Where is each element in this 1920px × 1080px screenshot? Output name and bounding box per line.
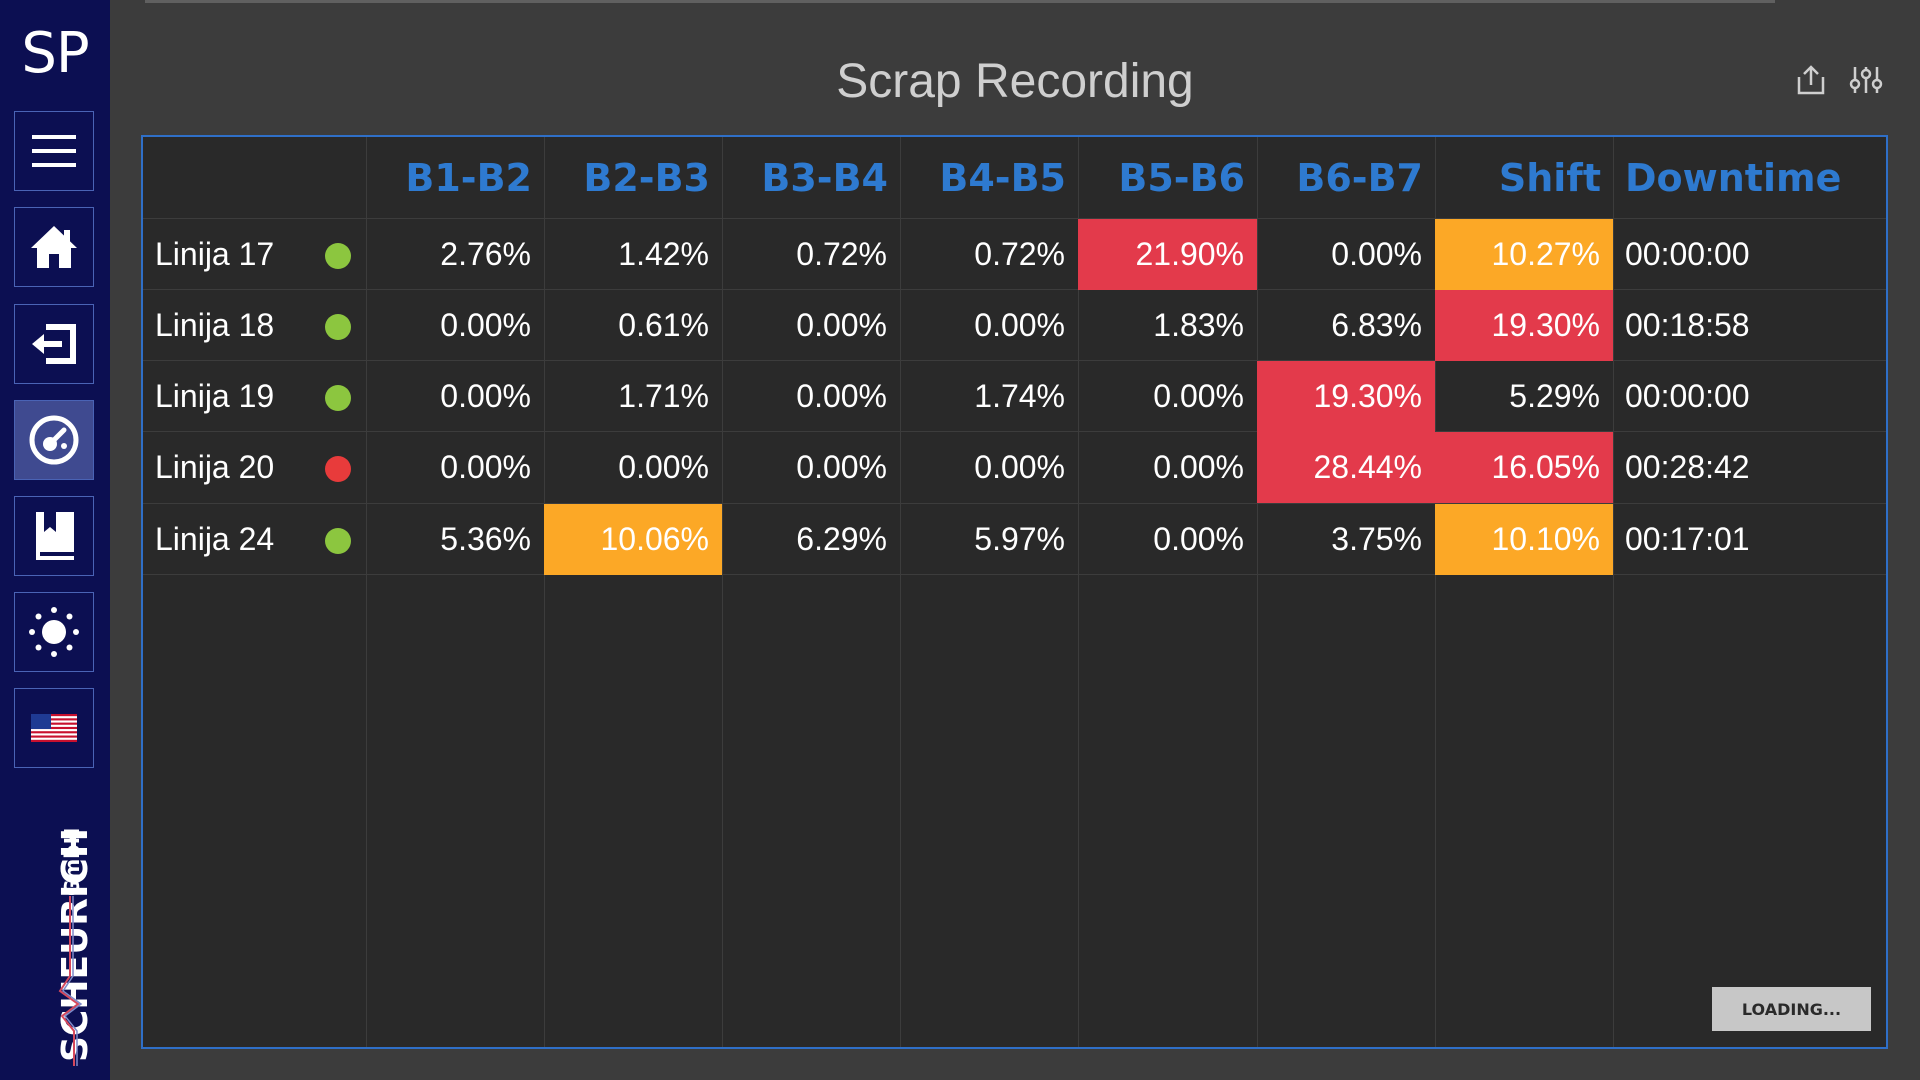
scrap-value-cell: 1.74% xyxy=(974,378,1065,414)
settings-button[interactable] xyxy=(1846,60,1886,100)
column-header: B4-B5 xyxy=(939,155,1066,200)
status-indicator-running xyxy=(325,314,351,340)
scrap-value-cell: 5.97% xyxy=(974,521,1065,557)
scrap-value-cell: 0.00% xyxy=(974,449,1065,485)
scrap-value-cell: 0.00% xyxy=(974,307,1065,343)
hamburger-menu-icon xyxy=(32,135,76,167)
table-row: Linija 18 0.00% 0.61% 0.00% 0.00% 1.83% 6.83% 1… xyxy=(143,290,1886,361)
column-header: B2-B3 xyxy=(583,155,710,200)
scrap-value-cell: 16.05% xyxy=(1435,432,1613,503)
scrap-value-cell: 1.42% xyxy=(618,236,709,272)
exit-icon xyxy=(32,324,76,364)
scrap-value-cell: 10.10% xyxy=(1435,504,1613,575)
sidebar: SP xyxy=(0,0,110,1080)
menu-button[interactable] xyxy=(14,111,94,191)
scrap-value-cell: 0.61% xyxy=(618,307,709,343)
column-header-shift: Shift xyxy=(1498,155,1601,200)
theme-toggle-button[interactable] xyxy=(14,592,94,672)
table-row: Linija 24 5.36% 10.06% 6.29% 5.97% 0.00% 3.75%… xyxy=(143,504,1886,575)
scrap-value-cell: 0.72% xyxy=(796,236,887,272)
app-logo: SP xyxy=(21,21,89,86)
scrap-value-cell: 0.00% xyxy=(440,378,531,414)
home-icon xyxy=(31,226,77,268)
scrap-value-cell: 10.06% xyxy=(544,504,722,575)
scrap-value-cell: 2.76% xyxy=(440,236,531,272)
scrap-value-cell: 0.00% xyxy=(796,378,887,414)
export-button[interactable] xyxy=(1791,60,1831,100)
column-header-line xyxy=(143,137,366,218)
scrap-value-cell: 0.00% xyxy=(1153,449,1244,485)
line-name: Linija 19 xyxy=(155,378,275,414)
scrap-value-cell: 1.71% xyxy=(618,378,709,414)
downtime-cell: 00:18:58 xyxy=(1625,307,1750,343)
line-name: Linija 20 xyxy=(155,449,275,485)
scrap-value-cell: 1.83% xyxy=(1153,307,1244,343)
scrap-value-cell: 19.30% xyxy=(1435,290,1613,361)
status-indicator-running xyxy=(325,385,351,411)
us-flag-icon xyxy=(31,714,77,742)
line-name: Linija 18 xyxy=(155,307,275,343)
sliders-icon xyxy=(1849,67,1883,93)
share-export-icon xyxy=(1797,65,1825,95)
line-name: Linija 17 xyxy=(155,236,275,272)
scrap-value-cell: 0.00% xyxy=(618,449,709,485)
loading-button[interactable]: LOADING... xyxy=(1712,987,1871,1031)
table-row: Linija 17 2.76% 1.42% 0.72% 0.72% 21.90% 0.00%… xyxy=(143,219,1886,290)
status-indicator-stopped xyxy=(325,456,351,482)
brand-wave-icon xyxy=(58,896,83,1066)
scrap-value-cell: 28.44% xyxy=(1257,432,1435,503)
scrap-value-cell: 0.00% xyxy=(796,449,887,485)
column-header: B5-B6 xyxy=(1118,155,1245,200)
sun-icon xyxy=(29,607,79,657)
home-button[interactable] xyxy=(14,207,94,287)
book-button[interactable] xyxy=(14,496,94,576)
brand-suffix: GmbH xyxy=(60,827,84,896)
status-indicator-running xyxy=(325,243,351,269)
downtime-cell: 00:28:42 xyxy=(1625,449,1750,485)
downtime-cell: 00:17:01 xyxy=(1625,521,1750,557)
scrap-value-cell: 0.00% xyxy=(1331,236,1422,272)
downtime-cell: 00:00:00 xyxy=(1625,378,1750,414)
scrap-value-cell: 0.00% xyxy=(440,307,531,343)
line-name: Linija 24 xyxy=(155,521,275,557)
table-row: Linija 19 0.00% 1.71% 0.00% 1.74% 0.00% 19.30%… xyxy=(143,361,1886,432)
scrap-value-cell: 5.29% xyxy=(1509,378,1600,414)
gauge-icon xyxy=(29,415,79,465)
scrap-value-cell: 0.72% xyxy=(974,236,1065,272)
column-header: B3-B4 xyxy=(761,155,888,200)
language-button[interactable] xyxy=(14,688,94,768)
top-divider xyxy=(145,0,1775,3)
scrap-value-cell: 0.00% xyxy=(1153,378,1244,414)
logout-button[interactable] xyxy=(14,304,94,384)
column-header: B6-B7 xyxy=(1296,155,1423,200)
page-title: Scrap Recording xyxy=(836,55,1194,108)
scrap-value-cell: 5.36% xyxy=(440,521,531,557)
scrap-value-cell: 10.27% xyxy=(1435,219,1613,290)
scrap-value-cell: 0.00% xyxy=(1153,521,1244,557)
scrap-value-cell: 21.90% xyxy=(1078,219,1257,290)
downtime-cell: 00:00:00 xyxy=(1625,236,1750,272)
table-row: Linija 20 0.00% 0.00% 0.00% 0.00% 0.00% 28.44%… xyxy=(143,432,1886,503)
scrap-value-cell: 0.00% xyxy=(440,449,531,485)
scrap-value-cell: 6.29% xyxy=(796,521,887,557)
status-indicator-running xyxy=(325,528,351,554)
company-brand: SCHEURICH GmbH xyxy=(0,800,110,1070)
column-header-downtime: Downtime xyxy=(1625,155,1842,200)
scrap-value-cell: 3.75% xyxy=(1331,521,1422,557)
scrap-button[interactable] xyxy=(14,400,94,480)
scrap-table: B1-B2 B2-B3 B3-B4 B4-B5 B5-B6 B6-B7 Shif… xyxy=(141,135,1888,1049)
scrap-value-cell: 19.30% xyxy=(1257,361,1435,432)
scrap-value-cell: 0.00% xyxy=(796,307,887,343)
book-icon xyxy=(36,512,74,560)
scrap-value-cell: 6.83% xyxy=(1331,307,1422,343)
column-header: B1-B2 xyxy=(405,155,532,200)
